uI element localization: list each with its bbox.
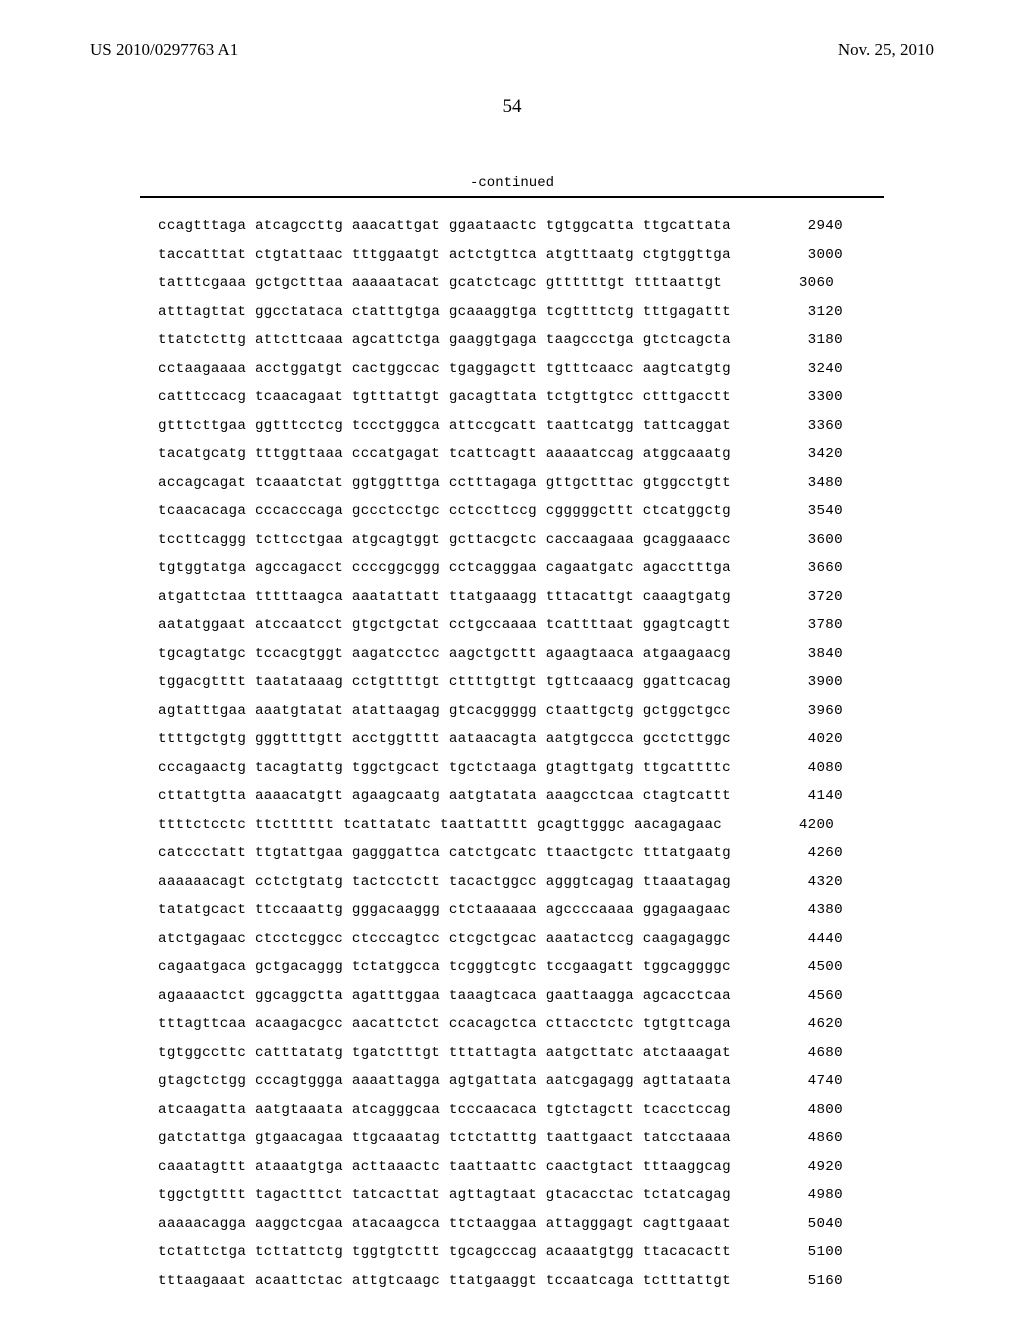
sequence-index: 3540 bbox=[731, 497, 843, 526]
sequence-row: tctattctga tcttattctg tggtgtcttt tgcagcc… bbox=[158, 1238, 843, 1267]
sequence-index: 4560 bbox=[731, 982, 843, 1011]
sequence-row: ccagtttaga atcagccttg aaacattgat ggaataa… bbox=[158, 212, 843, 241]
sequence-index: 4200 bbox=[722, 811, 834, 840]
sequence-index: 4080 bbox=[731, 754, 843, 783]
sequence-index: 4380 bbox=[731, 896, 843, 925]
sequence-index: 3900 bbox=[731, 668, 843, 697]
sequence-index: 4140 bbox=[731, 782, 843, 811]
sequence-index: 3420 bbox=[731, 440, 843, 469]
sequence-index: 4440 bbox=[731, 925, 843, 954]
sequence-index: 4980 bbox=[731, 1181, 843, 1210]
sequence-index: 5100 bbox=[731, 1238, 843, 1267]
sequence-index: 4020 bbox=[731, 725, 843, 754]
sequence-row: tttagttcaa acaagacgcc aacattctct ccacagc… bbox=[158, 1010, 843, 1039]
sequence-row: cagaatgaca gctgacaggg tctatggcca tcgggtc… bbox=[158, 953, 843, 982]
publication-date: Nov. 25, 2010 bbox=[838, 40, 934, 60]
sequence-index: 3840 bbox=[731, 640, 843, 669]
sequence-listing: ccagtttaga atcagccttg aaacattgat ggaataa… bbox=[158, 212, 843, 1295]
sequence-row: cctaagaaaa acctggatgt cactggccac tgaggag… bbox=[158, 355, 843, 384]
sequence-index: 4860 bbox=[731, 1124, 843, 1153]
sequence-row: tgtggtatga agccagacct ccccggcggg cctcagg… bbox=[158, 554, 843, 583]
sequence-index: 3960 bbox=[731, 697, 843, 726]
sequence-index: 3120 bbox=[731, 298, 843, 327]
sequence-row: cccagaactg tacagtattg tggctgcact tgctcta… bbox=[158, 754, 843, 783]
patent-id: US 2010/0297763 A1 bbox=[90, 40, 238, 60]
sequence-row: caaatagttt ataaatgtga acttaaactc taattaa… bbox=[158, 1153, 843, 1182]
sequence-row: tgcagtatgc tccacgtggt aagatcctcc aagctgc… bbox=[158, 640, 843, 669]
sequence-row: gatctattga gtgaacagaa ttgcaaatag tctctat… bbox=[158, 1124, 843, 1153]
sequence-row: catccctatt ttgtattgaa gagggattca catctgc… bbox=[158, 839, 843, 868]
sequence-index: 4740 bbox=[731, 1067, 843, 1096]
sequence-row: tatttcgaaa gctgctttaa aaaaatacat gcatctc… bbox=[158, 269, 843, 298]
sequence-row: gtttcttgaa ggtttcctcg tccctgggca attccgc… bbox=[158, 412, 843, 441]
sequence-row: agtatttgaa aaatgtatat atattaagag gtcacgg… bbox=[158, 697, 843, 726]
sequence-row: aatatggaat atccaatcct gtgctgctat cctgcca… bbox=[158, 611, 843, 640]
sequence-index: 3000 bbox=[731, 241, 843, 270]
sequence-row: tttaagaaat acaattctac attgtcaagc ttatgaa… bbox=[158, 1267, 843, 1296]
sequence-row: tccttcaggg tcttcctgaa atgcagtggt gcttacg… bbox=[158, 526, 843, 555]
sequence-row: tgtggccttc catttatatg tgatctttgt tttatta… bbox=[158, 1039, 843, 1068]
sequence-row: cttattgtta aaaacatgtt agaagcaatg aatgtat… bbox=[158, 782, 843, 811]
sequence-row: atttagttat ggcctataca ctatttgtga gcaaagg… bbox=[158, 298, 843, 327]
sequence-row: gtagctctgg cccagtggga aaaattagga agtgatt… bbox=[158, 1067, 843, 1096]
sequence-row: atgattctaa tttttaagca aaatattatt ttatgaa… bbox=[158, 583, 843, 612]
sequence-index: 5160 bbox=[731, 1267, 843, 1296]
sequence-index: 4620 bbox=[731, 1010, 843, 1039]
horizontal-rule bbox=[140, 196, 884, 198]
continued-label: -continued bbox=[0, 175, 1024, 191]
sequence-row: ttttctcctc ttctttttt tcattatatc taattatt… bbox=[158, 811, 843, 840]
sequence-row: tatatgcact ttccaaattg gggacaaggg ctctaaa… bbox=[158, 896, 843, 925]
sequence-row: aaaaacagga aaggctcgaa atacaagcca ttctaag… bbox=[158, 1210, 843, 1239]
sequence-row: catttccacg tcaacagaat tgtttattgt gacagtt… bbox=[158, 383, 843, 412]
sequence-row: ttttgctgtg gggttttgtt acctggtttt aataaca… bbox=[158, 725, 843, 754]
sequence-index: 3660 bbox=[731, 554, 843, 583]
sequence-row: tcaacacaga cccacccaga gccctcctgc cctcctt… bbox=[158, 497, 843, 526]
sequence-index: 4920 bbox=[731, 1153, 843, 1182]
sequence-row: ttatctcttg attcttcaaa agcattctga gaaggtg… bbox=[158, 326, 843, 355]
sequence-row: tacatgcatg tttggttaaa cccatgagat tcattca… bbox=[158, 440, 843, 469]
sequence-row: aaaaaacagt cctctgtatg tactcctctt tacactg… bbox=[158, 868, 843, 897]
sequence-index: 4800 bbox=[731, 1096, 843, 1125]
sequence-index: 3720 bbox=[731, 583, 843, 612]
sequence-index: 4500 bbox=[731, 953, 843, 982]
sequence-row: agaaaactct ggcaggctta agatttggaa taaagtc… bbox=[158, 982, 843, 1011]
sequence-index: 3240 bbox=[731, 355, 843, 384]
page-container: US 2010/0297763 A1 Nov. 25, 2010 54 -con… bbox=[0, 0, 1024, 1320]
sequence-index: 4320 bbox=[731, 868, 843, 897]
sequence-row: accagcagat tcaaatctat ggtggtttga cctttag… bbox=[158, 469, 843, 498]
sequence-index: 2940 bbox=[731, 212, 843, 241]
sequence-row: taccatttat ctgtattaac tttggaatgt actctgt… bbox=[158, 241, 843, 270]
sequence-row: tggctgtttt tagactttct tatcacttat agttagt… bbox=[158, 1181, 843, 1210]
sequence-index: 3780 bbox=[731, 611, 843, 640]
sequence-index: 3360 bbox=[731, 412, 843, 441]
sequence-row: atcaagatta aatgtaaata atcagggcaa tcccaac… bbox=[158, 1096, 843, 1125]
sequence-index: 4680 bbox=[731, 1039, 843, 1068]
sequence-index: 5040 bbox=[731, 1210, 843, 1239]
sequence-index: 3180 bbox=[731, 326, 843, 355]
sequence-index: 3480 bbox=[731, 469, 843, 498]
sequence-index: 3060 bbox=[722, 269, 834, 298]
sequence-index: 3600 bbox=[731, 526, 843, 555]
page-number: 54 bbox=[0, 96, 1024, 118]
sequence-row: atctgagaac ctcctcggcc ctcccagtcc ctcgctg… bbox=[158, 925, 843, 954]
sequence-index: 4260 bbox=[731, 839, 843, 868]
sequence-row: tggacgtttt taatataaag cctgttttgt cttttgt… bbox=[158, 668, 843, 697]
sequence-index: 3300 bbox=[731, 383, 843, 412]
